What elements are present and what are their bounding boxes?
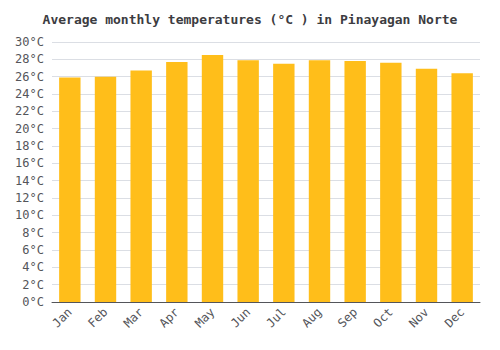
- svg-text:18°C: 18°C: [15, 139, 44, 153]
- svg-text:Dec: Dec: [442, 305, 467, 330]
- svg-text:30°C: 30°C: [15, 35, 44, 49]
- svg-text:2°C: 2°C: [22, 278, 44, 292]
- svg-text:28°C: 28°C: [15, 52, 44, 66]
- svg-text:8°C: 8°C: [22, 226, 44, 240]
- svg-text:6°C: 6°C: [22, 243, 44, 257]
- svg-text:26°C: 26°C: [15, 70, 44, 84]
- svg-text:10°C: 10°C: [15, 208, 44, 222]
- svg-text:Aug: Aug: [299, 305, 324, 330]
- svg-text:16°C: 16°C: [15, 156, 44, 170]
- svg-text:Oct: Oct: [371, 305, 396, 330]
- svg-text:12°C: 12°C: [15, 191, 44, 205]
- svg-text:20°C: 20°C: [15, 122, 44, 136]
- svg-text:22°C: 22°C: [15, 104, 44, 118]
- svg-text:Jan: Jan: [50, 305, 75, 330]
- svg-text:0°C: 0°C: [22, 295, 44, 309]
- svg-text:Nov: Nov: [406, 305, 431, 330]
- svg-text:4°C: 4°C: [22, 260, 44, 274]
- svg-text:May: May: [192, 305, 217, 330]
- svg-text:Feb: Feb: [85, 305, 110, 330]
- svg-text:Jul: Jul: [264, 305, 289, 330]
- svg-text:Jun: Jun: [228, 305, 253, 330]
- svg-text:14°C: 14°C: [15, 174, 44, 188]
- svg-text:24°C: 24°C: [15, 87, 44, 101]
- svg-text:Average monthly temperatures (: Average monthly temperatures (°C ) in Pi…: [43, 12, 458, 27]
- svg-text:Apr: Apr: [157, 305, 182, 330]
- svg-text:Sep: Sep: [335, 305, 360, 330]
- svg-text:Mar: Mar: [121, 305, 146, 330]
